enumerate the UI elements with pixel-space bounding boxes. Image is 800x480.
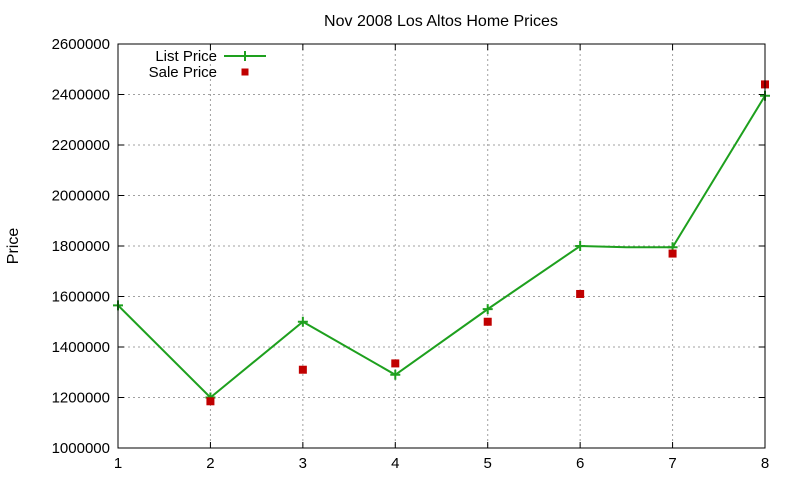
x-tick-label: 8 bbox=[761, 455, 769, 472]
x-tick-label: 5 bbox=[484, 455, 492, 472]
x-tick-label: 7 bbox=[668, 455, 676, 472]
y-tick-label: 1200000 bbox=[52, 390, 110, 407]
y-axis-label: Price bbox=[5, 228, 22, 265]
point-sale-price bbox=[576, 289, 585, 298]
legend-marker-square bbox=[241, 68, 249, 76]
y-tick-label: 1000000 bbox=[52, 440, 110, 457]
y-tick-label: 2400000 bbox=[52, 87, 110, 104]
grid bbox=[118, 44, 765, 448]
legend-label-sale-price: Sale Price bbox=[149, 64, 217, 81]
point-sale-price bbox=[206, 397, 215, 406]
axis-ticks: 1 2 3 4 5 6 7 8 1000000 1200000 1400000 1600000 1800… bbox=[52, 36, 770, 472]
y-tick-label: 2600000 bbox=[52, 36, 110, 53]
y-tick-label: 1800000 bbox=[52, 238, 110, 255]
plot-frame bbox=[117, 43, 766, 449]
point-sale-price bbox=[668, 249, 677, 258]
point-list-price bbox=[575, 241, 586, 251]
legend: List Price Sale Price bbox=[149, 48, 266, 81]
y-tick-label: 2000000 bbox=[52, 188, 110, 205]
x-tick-label: 6 bbox=[576, 455, 584, 472]
chart-title: Nov 2008 Los Altos Home Prices bbox=[324, 13, 558, 30]
x-tick-label: 2 bbox=[206, 455, 214, 472]
y-tick-label: 1400000 bbox=[52, 339, 110, 356]
point-list-price bbox=[390, 369, 401, 380]
point-list-price bbox=[297, 316, 308, 327]
x-tick-label: 1 bbox=[114, 455, 122, 472]
y-tick-label: 2200000 bbox=[52, 137, 110, 154]
legend-label-list-price: List Price bbox=[155, 48, 217, 65]
point-sale-price bbox=[483, 317, 492, 326]
x-tick-label: 4 bbox=[391, 455, 399, 472]
point-sale-price bbox=[298, 365, 307, 374]
legend-marker-plus bbox=[240, 51, 250, 61]
x-tick-label: 3 bbox=[299, 455, 307, 472]
point-sale-price bbox=[391, 359, 400, 368]
point-list-price bbox=[482, 304, 493, 315]
series-layer bbox=[113, 80, 770, 406]
y-tick-label: 1600000 bbox=[52, 289, 110, 306]
